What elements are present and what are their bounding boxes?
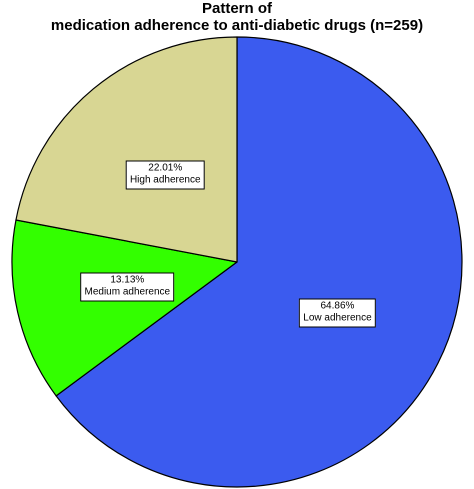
slice-category-label: Low adherence [303, 312, 372, 324]
chart-title: Pattern of medication adherence to anti-… [0, 0, 474, 34]
pie-slice-high-adherence [15, 36, 238, 263]
slice-label-high-adherence: 22.01% High adherence [125, 160, 205, 190]
chart-title-line-1: Pattern of [201, 0, 272, 17]
slice-percent-label: 13.13% [110, 274, 145, 286]
slice-percent-label: 64.86% [320, 300, 355, 312]
chart-title-line-2: medication adherence to anti-diabetic dr… [50, 17, 424, 34]
slice-category-label: High adherence [129, 174, 201, 186]
slice-label-medium-adherence: 13.13% Medium adherence [80, 272, 175, 302]
slice-percent-label: 22.01% [148, 162, 183, 174]
slice-category-label: Medium adherence [84, 286, 171, 298]
pie-slice-medium-adherence [11, 219, 238, 397]
pie-slice-low-adherence [55, 36, 463, 488]
slice-label-low-adherence: 64.86% Low adherence [299, 298, 376, 328]
